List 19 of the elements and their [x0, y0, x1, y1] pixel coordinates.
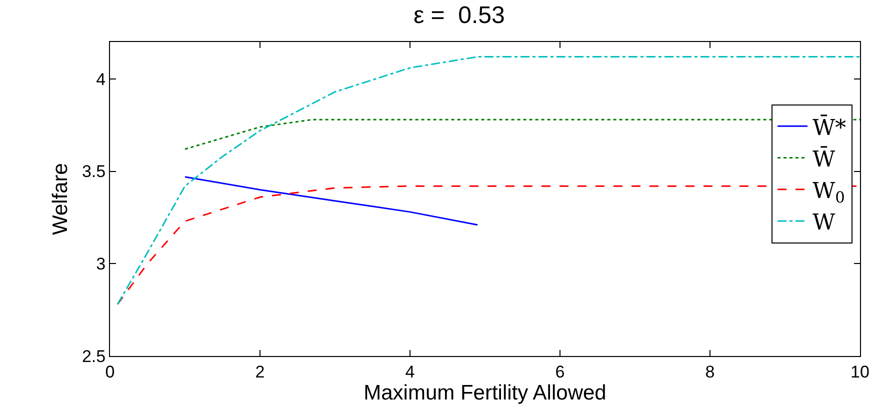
legend-label: W: [812, 210, 836, 236]
legend-label: W̄: [812, 145, 836, 172]
x-tick-label: 4: [405, 362, 415, 382]
legend-label: W̄*: [812, 114, 846, 141]
chart-title: ε = 0.53: [413, 2, 505, 30]
x-axis-title: Maximum Fertility Allowed: [364, 381, 606, 404]
y-tick-label: 3.5: [82, 162, 106, 182]
y-axis-title: Welfare: [49, 163, 72, 235]
y-tick-label: 2.5: [82, 346, 106, 366]
y-tick-label: 4: [96, 70, 106, 89]
x-tick-label: 2: [255, 362, 265, 382]
line-series: [184, 176, 478, 226]
x-tick-label: 0: [105, 362, 115, 382]
x-tick-label: 10: [850, 362, 870, 382]
x-tick-label: 8: [705, 362, 715, 382]
legend-label: W$_{0}$: [812, 178, 845, 207]
x-tick-label: 6: [555, 362, 565, 382]
y-tick-label: 3: [96, 254, 106, 274]
line-series: [116, 56, 860, 306]
